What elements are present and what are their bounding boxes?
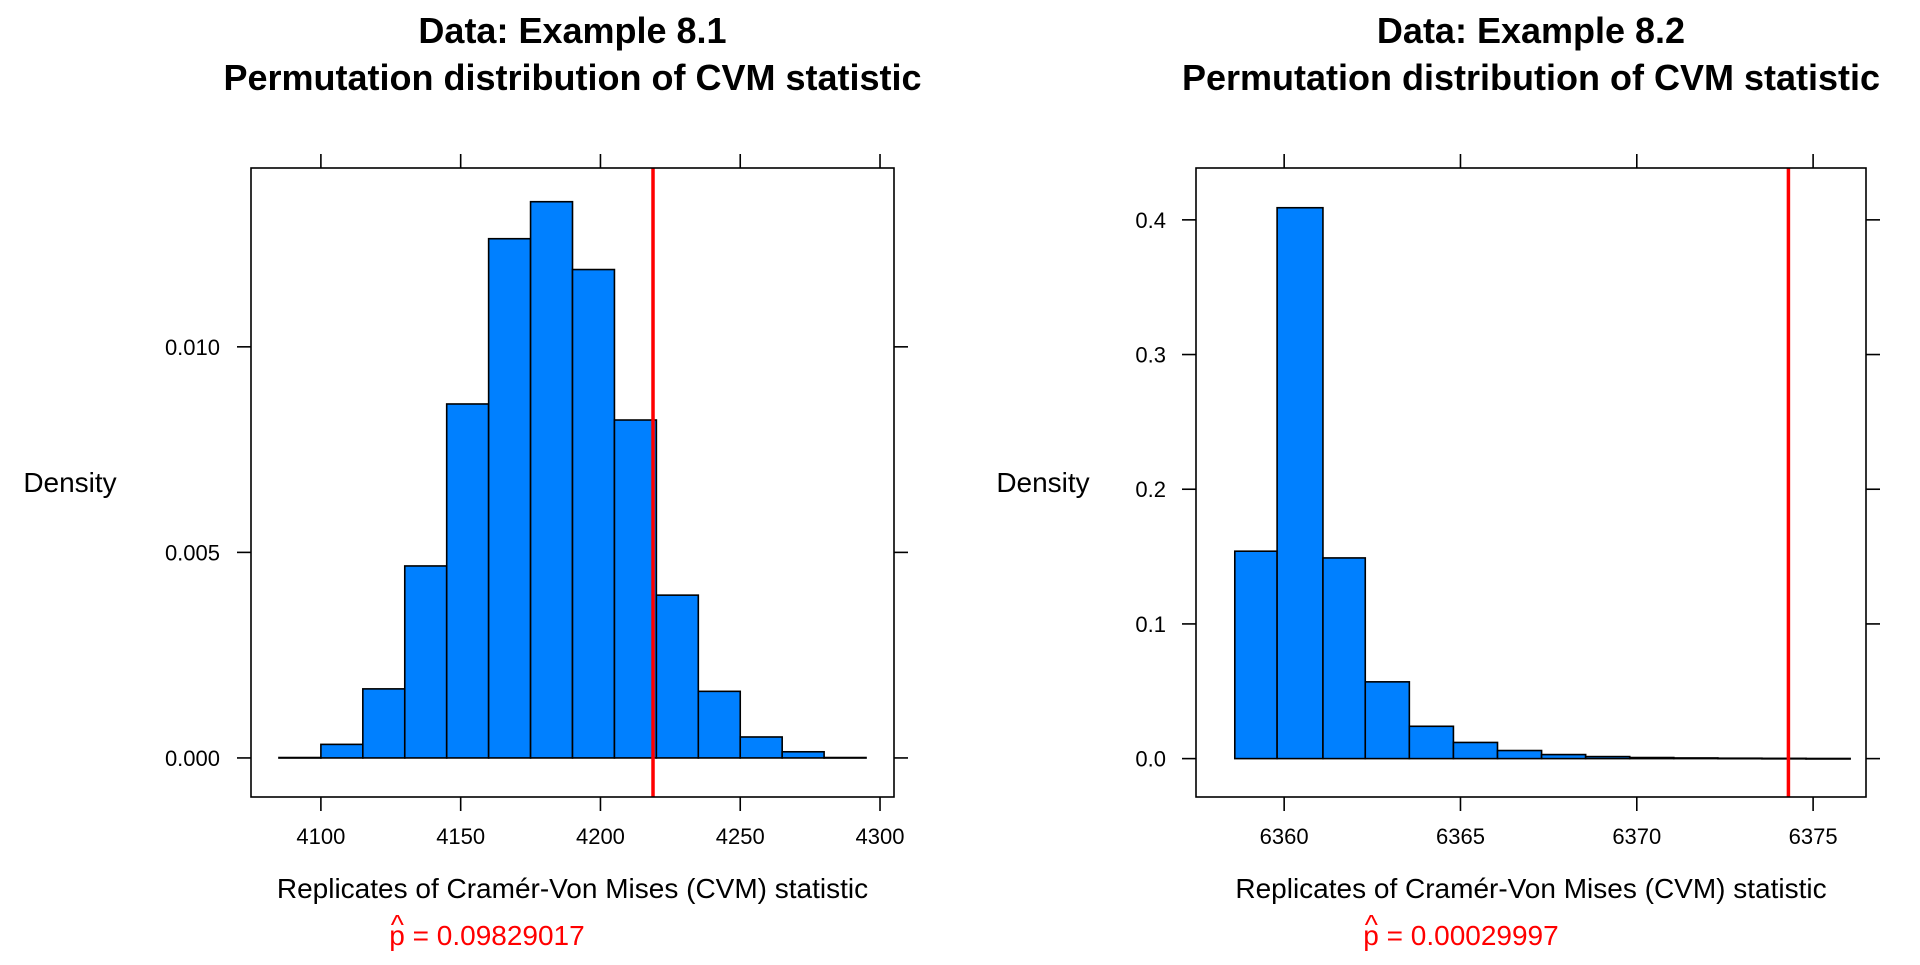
histogram-bar bbox=[1322, 557, 1367, 760]
p-value-text: p = 0.09829017 bbox=[389, 920, 584, 951]
histogram-bar bbox=[487, 237, 532, 759]
x-tick-label: 4100 bbox=[296, 824, 345, 849]
histogram-bar bbox=[320, 743, 364, 759]
histogram-bar bbox=[1364, 681, 1411, 760]
histogram-bar bbox=[1584, 755, 1631, 760]
y-axis-label: Density bbox=[23, 467, 116, 498]
histogram-bar bbox=[823, 756, 867, 759]
x-tick-label: 4300 bbox=[856, 824, 905, 849]
y-tick-label: 0.005 bbox=[165, 540, 220, 565]
panel-2: Data: Example 8.2 Permutation distributio… bbox=[996, 10, 1880, 951]
x-tick-label: 6370 bbox=[1612, 824, 1661, 849]
p-hat-symbol: ^ bbox=[1365, 909, 1378, 940]
histogram-bar bbox=[1452, 741, 1499, 760]
y-tick-label: 0.000 bbox=[165, 746, 220, 771]
panel-frame bbox=[250, 167, 895, 798]
histogram-bar bbox=[613, 419, 658, 759]
histogram-bar bbox=[1408, 725, 1455, 760]
histogram-bar bbox=[697, 690, 742, 759]
histogram-bar bbox=[362, 688, 406, 759]
y-tick-label: 0.010 bbox=[165, 335, 220, 360]
x-tick-label: 6360 bbox=[1260, 824, 1309, 849]
y-tick-label: 0.3 bbox=[1135, 343, 1166, 368]
p-value-annotation: p = 0.00029997^ bbox=[1363, 909, 1558, 951]
chart-subtitle: Permutation distribution of CVM statisti… bbox=[1182, 57, 1880, 98]
x-tick-label: 4150 bbox=[436, 824, 485, 849]
histogram-bar bbox=[278, 756, 322, 759]
histogram-bar bbox=[1540, 753, 1587, 760]
histogram-bar bbox=[571, 268, 616, 759]
histogram-bar bbox=[1496, 749, 1543, 760]
x-tick-label: 4250 bbox=[716, 824, 765, 849]
panel-1: Data: Example 8.1 Permutation distributio… bbox=[23, 10, 921, 951]
histogram-bar bbox=[1805, 757, 1851, 760]
p-value-annotation: p = 0.09829017^ bbox=[389, 909, 584, 951]
y-axis-label: Density bbox=[996, 467, 1089, 498]
chart-subtitle: Permutation distribution of CVM statisti… bbox=[223, 57, 921, 98]
x-tick-label: 6375 bbox=[1789, 824, 1838, 849]
histogram-bar bbox=[1761, 757, 1807, 760]
x-axis-label: Replicates of Cramér-Von Mises (CVM) sta… bbox=[1235, 873, 1826, 904]
panel-frame bbox=[1195, 167, 1867, 798]
histogram-bar bbox=[1628, 756, 1675, 760]
histogram-bar bbox=[1717, 757, 1763, 760]
histogram-bar bbox=[445, 403, 490, 759]
histogram-bar bbox=[655, 594, 700, 759]
histogram-bar bbox=[1276, 206, 1324, 760]
p-value-text: p = 0.00029997 bbox=[1363, 920, 1558, 951]
y-tick-label: 0.0 bbox=[1135, 747, 1166, 772]
x-tick-label: 4200 bbox=[576, 824, 625, 849]
histogram-bar bbox=[1673, 757, 1719, 760]
y-tick-label: 0.1 bbox=[1135, 612, 1166, 637]
p-hat-symbol: ^ bbox=[391, 909, 404, 940]
x-tick-label: 6365 bbox=[1436, 824, 1485, 849]
histogram-bar bbox=[781, 750, 825, 759]
histogram-bar bbox=[1233, 550, 1278, 760]
x-axis-label: Replicates of Cramér-Von Mises (CVM) sta… bbox=[277, 873, 868, 904]
histogram-bar bbox=[739, 736, 783, 759]
chart-title: Data: Example 8.2 bbox=[1377, 10, 1685, 51]
y-tick-label: 0.4 bbox=[1135, 208, 1166, 233]
y-tick-label: 0.2 bbox=[1135, 477, 1166, 502]
histogram-bar bbox=[403, 565, 448, 759]
chart-title: Data: Example 8.1 bbox=[418, 10, 726, 51]
histogram-bar bbox=[529, 200, 574, 759]
